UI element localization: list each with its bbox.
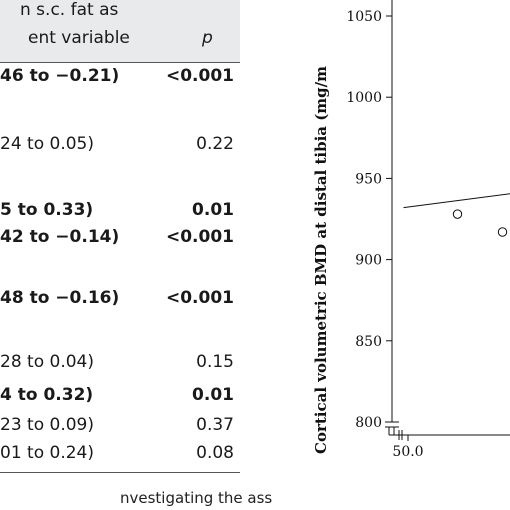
- trend-line: [403, 193, 510, 209]
- ci-cell: 01 to 0.24): [0, 443, 94, 463]
- ci-cell: 5 to 0.33): [0, 200, 94, 220]
- ci-cell: 24 to 0.05): [0, 134, 94, 154]
- p-value-cell: <0.001: [165, 66, 234, 86]
- p-value-cell: 0.15: [196, 352, 234, 372]
- x-ticks: 50.0: [392, 435, 424, 460]
- header-column-label-line2: ent variable: [28, 28, 130, 48]
- ci-cell: 23 to 0.09): [0, 415, 94, 435]
- p-value-cell: <0.001: [165, 288, 234, 308]
- p-value-cell: 0.08: [196, 443, 234, 463]
- table-row: 42 to −0.14) <0.001: [0, 227, 240, 251]
- y-tick-label: 950: [355, 171, 382, 187]
- y-ticks: 1050 1000 950 900 850 800: [346, 9, 392, 431]
- x-tick-label: 50.0: [392, 444, 423, 460]
- data-points: [452, 209, 508, 237]
- ci-cell: 48 to −0.16): [0, 288, 120, 308]
- ci-cell: 28 to 0.04): [0, 352, 94, 372]
- table-row: 28 to 0.04) 0.15: [0, 352, 240, 376]
- scatter-plot: Cortical volumetric BMD at distal tibia …: [312, 0, 510, 460]
- header-column-label-line1: n s.c. fat as: [20, 0, 119, 20]
- table-row: 48 to −0.16) <0.001: [0, 288, 240, 312]
- p-value-cell: 0.01: [192, 200, 234, 220]
- body-text-line: nvestigating the associ-: [120, 489, 272, 507]
- data-point: [452, 209, 463, 219]
- table-row: 01 to 0.24) 0.08: [0, 443, 240, 467]
- y-tick-label: 1000: [346, 90, 382, 106]
- y-axis-label: Cortical volumetric BMD at distal tibia …: [312, 66, 330, 454]
- trend-line-group: [403, 193, 510, 209]
- table-header: n s.c. fat as ent variable p: [0, 0, 240, 62]
- p-value-cell: 0.37: [196, 415, 234, 435]
- y-tick-label: 900: [355, 253, 382, 269]
- y-tick-label: 800: [355, 415, 382, 431]
- p-value-cell: 0.22: [196, 134, 234, 154]
- header-rule: [0, 62, 240, 63]
- axis-break-mark: [385, 421, 403, 440]
- table-row: 5 to 0.33) 0.01: [0, 200, 240, 224]
- ci-cell: 46 to −0.21): [0, 66, 120, 86]
- y-tick-label: 1050: [346, 9, 382, 25]
- p-value-cell: 0.01: [192, 385, 234, 405]
- header-p-label: p: [202, 28, 213, 48]
- p-value-cell: <0.001: [165, 227, 234, 247]
- table-row: 23 to 0.09) 0.37: [0, 415, 240, 439]
- data-point: [497, 227, 508, 237]
- table-row: 4 to 0.32) 0.01: [0, 385, 240, 409]
- ci-cell: 42 to −0.14): [0, 227, 120, 247]
- table-row: 24 to 0.05) 0.22: [0, 134, 240, 158]
- ci-cell: 4 to 0.32): [0, 385, 94, 405]
- y-tick-label: 850: [355, 334, 382, 350]
- table-row: 46 to −0.21) <0.001: [0, 66, 240, 90]
- results-table: n s.c. fat as ent variable p 46 to −0.21…: [0, 0, 272, 507]
- table-bottom-rule: [0, 472, 240, 473]
